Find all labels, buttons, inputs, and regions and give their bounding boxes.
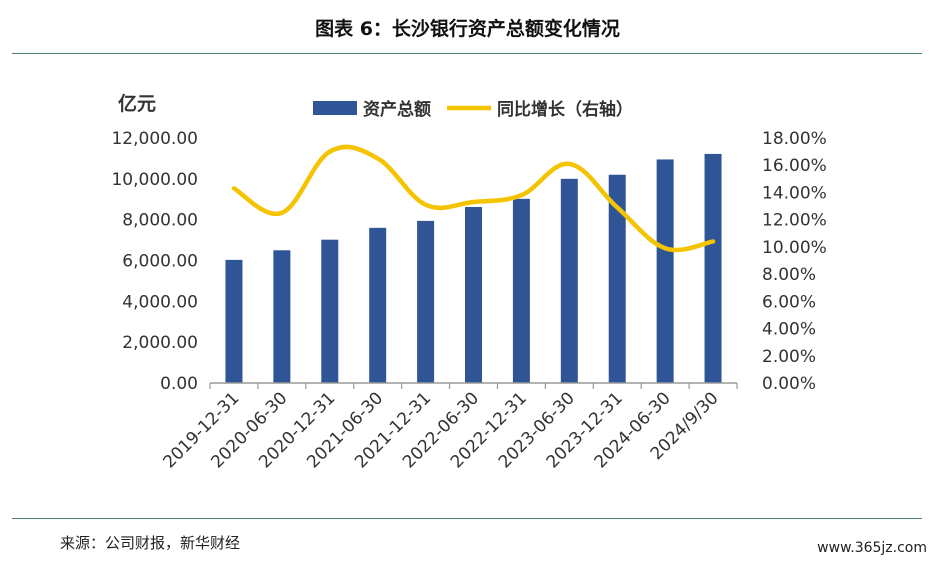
watermark: www.365jz.com bbox=[817, 540, 927, 556]
bar-series bbox=[225, 153, 722, 383]
right-tick-label: 2.00% bbox=[762, 347, 816, 367]
bar-2022-12-31 bbox=[512, 198, 530, 383]
top-divider bbox=[12, 53, 922, 54]
bottom-divider bbox=[12, 518, 922, 519]
right-tick-label: 16.00% bbox=[762, 156, 827, 176]
right-tick-label: 8.00% bbox=[762, 265, 816, 285]
right-tick-label: 18.00% bbox=[762, 129, 827, 149]
bar-2020-06-30 bbox=[273, 250, 291, 383]
bar-2019-12-31 bbox=[225, 259, 243, 383]
left-tick-label: 0.00 bbox=[160, 374, 198, 394]
asset-chart: 资产总额 同比增长（右轴） 亿元 0.00 2,000.00 4,000.00 6,00… bbox=[111, 92, 827, 472]
source-note: 来源：公司财报，新华财经 bbox=[60, 534, 241, 552]
right-tick-label: 14.00% bbox=[762, 183, 827, 203]
left-tick-label: 8,000.00 bbox=[122, 211, 198, 231]
legend: 资产总额 同比增长（右轴） bbox=[313, 99, 633, 120]
x-axis bbox=[209, 382, 738, 389]
bar-2023-12-31 bbox=[608, 174, 626, 383]
bar-2021-06-30 bbox=[369, 227, 387, 383]
bar-2023-06-30 bbox=[560, 178, 578, 383]
left-axis-ticks: 0.00 2,000.00 4,000.00 6,000.00 8,000.00 10,0… bbox=[111, 129, 198, 394]
page-title: 图表 6：长沙银行资产总额变化情况 bbox=[315, 18, 620, 40]
left-axis-unit: 亿元 bbox=[118, 92, 156, 115]
bar-2020-12-31 bbox=[321, 239, 339, 383]
bar-2022-06-30 bbox=[465, 207, 482, 383]
legend-label-growth: 同比增长（右轴） bbox=[497, 99, 633, 120]
right-tick-label: 4.00% bbox=[762, 320, 816, 340]
growth-line bbox=[231, 144, 716, 253]
legend-swatch-assets bbox=[313, 101, 357, 115]
right-axis-ticks: 0.00% 2.00% 4.00% 6.00% 8.00% 10.00% 12.00% 14.… bbox=[762, 129, 827, 394]
bar-2024/9/30 bbox=[704, 153, 722, 383]
right-tick-label: 12.00% bbox=[762, 211, 827, 231]
line-series bbox=[231, 144, 716, 253]
left-tick-label: 6,000.00 bbox=[122, 252, 198, 272]
legend-label-assets: 资产总额 bbox=[363, 99, 431, 120]
bar-2021-12-31 bbox=[417, 220, 435, 383]
right-tick-label: 0.00% bbox=[762, 374, 816, 394]
left-tick-label: 2,000.00 bbox=[122, 333, 198, 353]
left-tick-label: 10,000.00 bbox=[111, 170, 198, 190]
right-tick-label: 6.00% bbox=[762, 292, 816, 312]
x-axis-labels: 2019-12-312020-06-302020-12-312021-06-30… bbox=[159, 388, 722, 472]
right-tick-label: 10.00% bbox=[762, 238, 827, 258]
bar-2024-06-30 bbox=[656, 159, 674, 383]
left-tick-label: 12,000.00 bbox=[111, 129, 198, 149]
left-tick-label: 4,000.00 bbox=[122, 292, 198, 312]
